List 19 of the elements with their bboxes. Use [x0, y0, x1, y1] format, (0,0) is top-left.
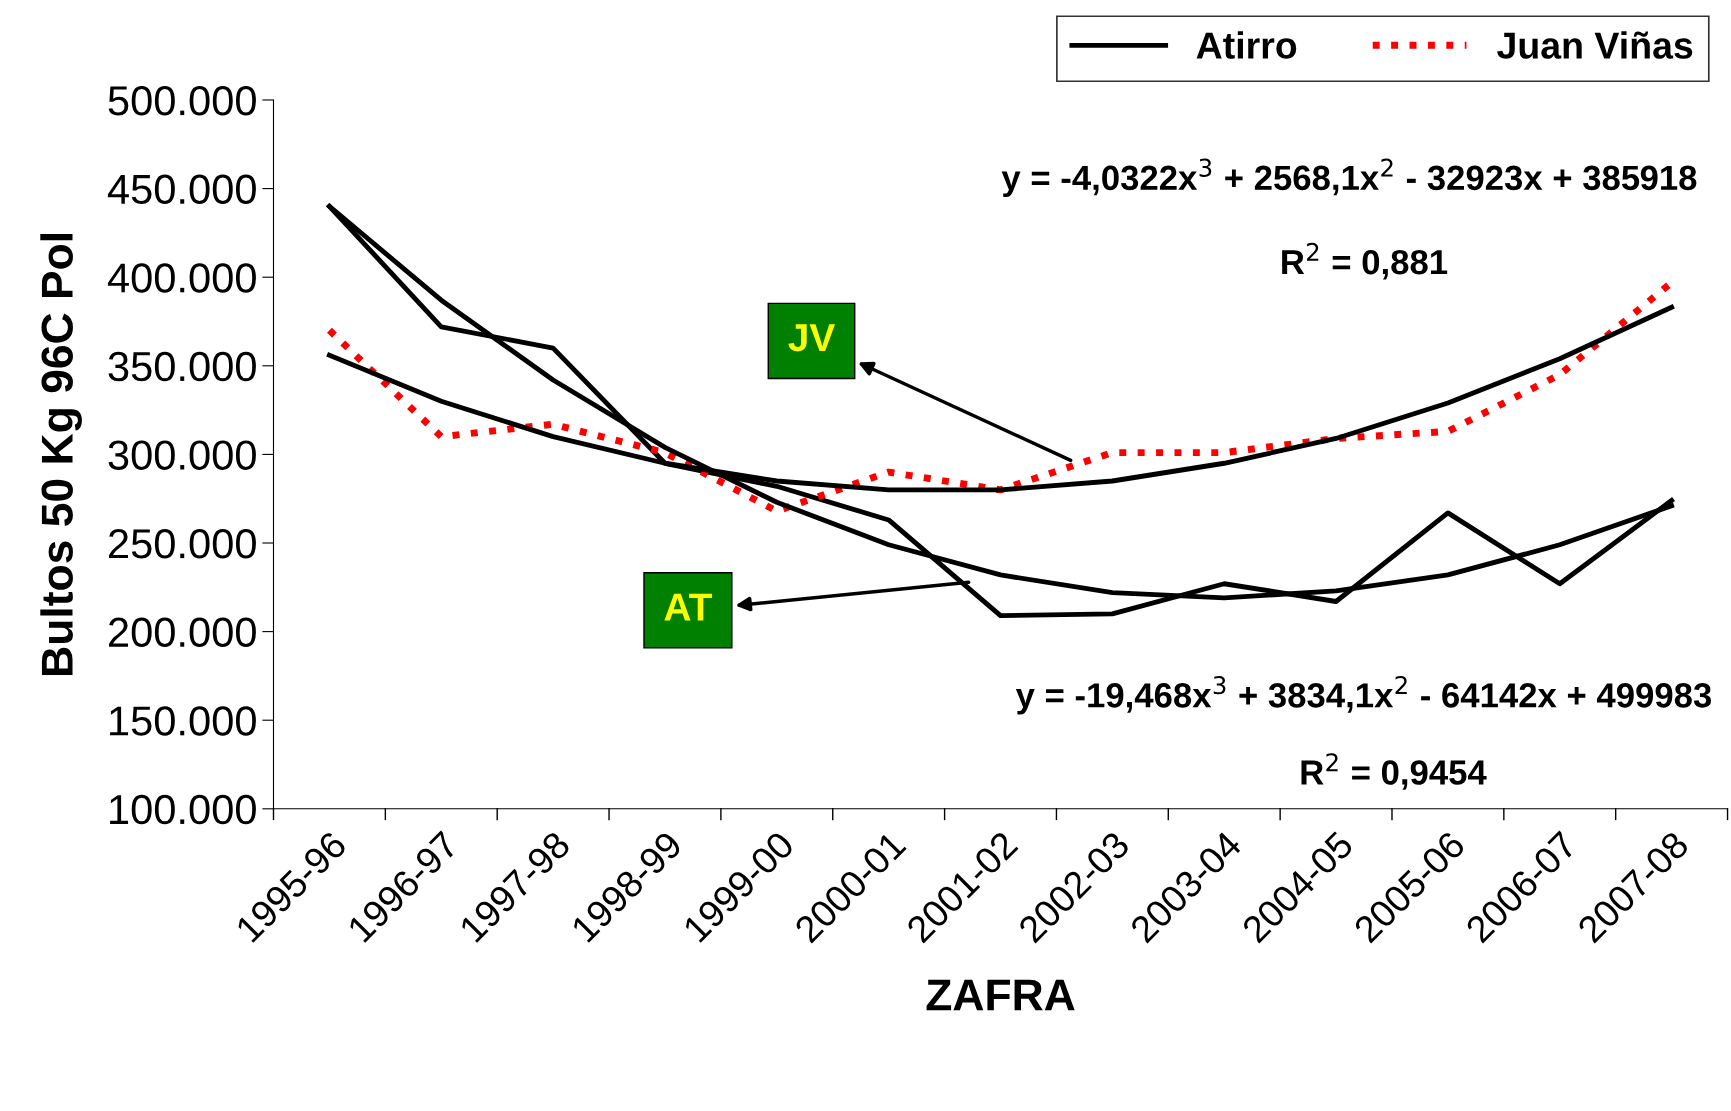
y-tick-label: 150.000: [110, 706, 256, 736]
y-tick-label: 200.000: [109, 617, 256, 648]
legend-label: Atirro: [1196, 31, 1297, 59]
y-tick-label: 100.000: [110, 794, 256, 825]
y-tick-label: 400.000: [107, 263, 256, 293]
y-tick-label: 300.000: [108, 440, 256, 470]
y-axis-title: Bultos 50 Kg 96C Pol: [40, 234, 82, 675]
annotation: y = -19,468x$^{3}$ + 3834,1x$^{2}$ - 64142x + 499983: [1015, 675, 1712, 715]
annotation: AT: [664, 593, 712, 621]
x-axis-title: ZAFRA: [926, 979, 1075, 1011]
y-tick-label: 350.000: [108, 351, 256, 382]
annotation: R$^{2}$ = 0,9454: [1301, 753, 1487, 790]
annotation: JV: [788, 324, 836, 352]
y-tick-label: 500.000: [108, 85, 256, 116]
legend-label: Juan Viñas: [1497, 31, 1693, 59]
annotation: y = -4,0322x$^{3}$ + 2568,1x$^{2}$ - 32923x + 385918: [1001, 158, 1697, 198]
y-tick-label: 450.000: [107, 174, 256, 205]
y-tick-label: 250.000: [109, 529, 256, 559]
annotation: R$^{2}$ = 0,881: [1282, 242, 1448, 280]
